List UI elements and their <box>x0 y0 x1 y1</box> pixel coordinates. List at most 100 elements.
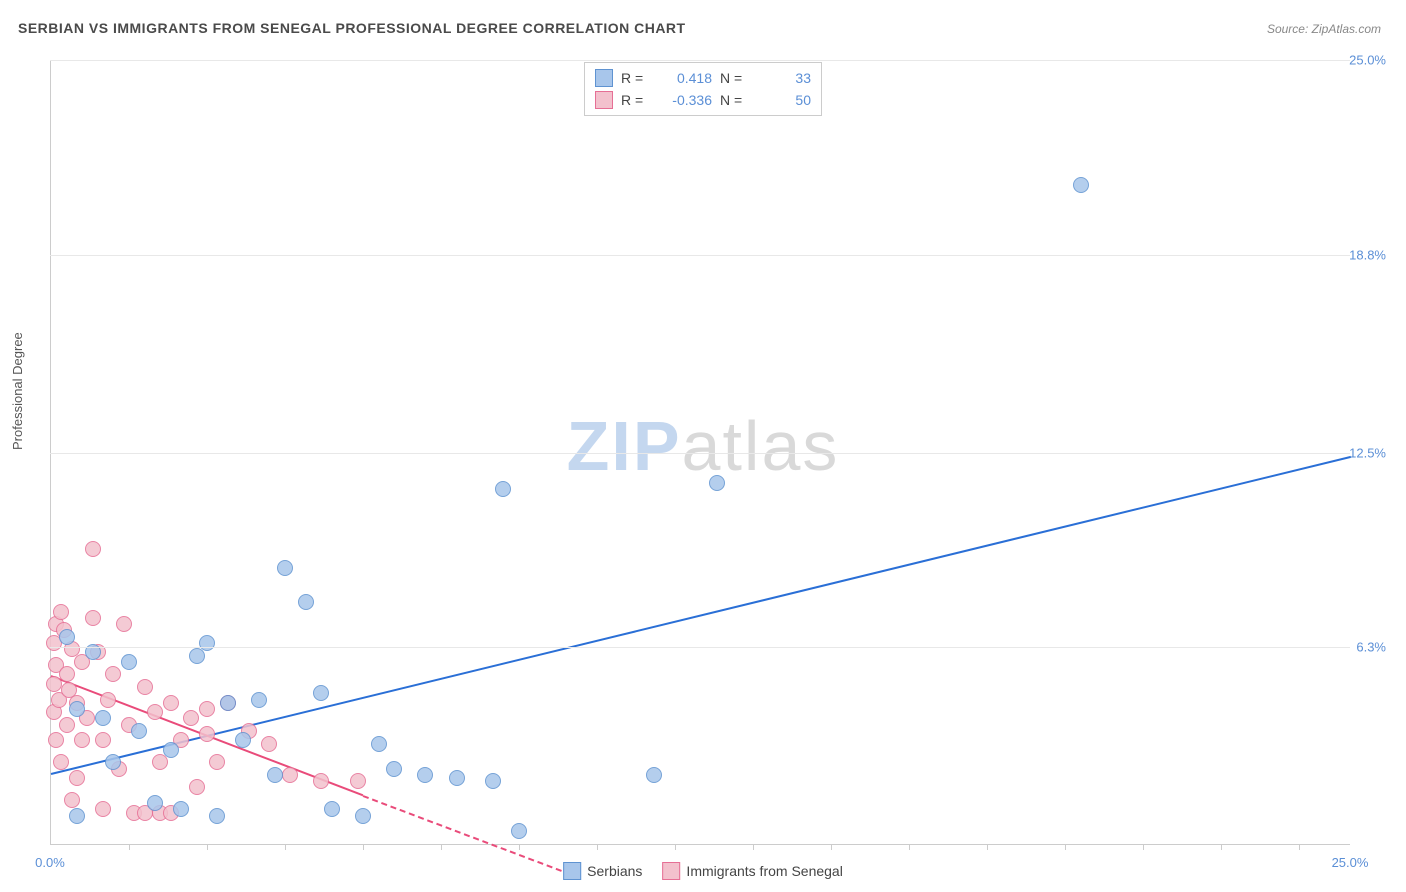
data-point <box>69 701 85 717</box>
legend-r-value: -0.336 <box>657 92 712 108</box>
data-point <box>324 801 340 817</box>
data-point <box>64 792 80 808</box>
data-point <box>116 616 132 632</box>
data-point <box>251 692 267 708</box>
data-point <box>53 754 69 770</box>
x-tick <box>1299 844 1300 850</box>
legend-item-serbians: Serbians <box>563 862 642 880</box>
data-point <box>59 629 75 645</box>
legend-r-label: R = <box>621 70 649 86</box>
data-point <box>121 654 137 670</box>
x-tick <box>1221 844 1222 850</box>
data-point <box>85 610 101 626</box>
data-point <box>173 801 189 817</box>
grid-line <box>50 453 1350 454</box>
data-point <box>485 773 501 789</box>
data-point <box>511 823 527 839</box>
data-point <box>183 710 199 726</box>
data-point <box>59 666 75 682</box>
data-point <box>199 635 215 651</box>
data-point <box>137 679 153 695</box>
data-point <box>646 767 662 783</box>
data-point <box>189 779 205 795</box>
data-point <box>85 541 101 557</box>
data-point <box>235 732 251 748</box>
data-point <box>313 773 329 789</box>
data-point <box>709 475 725 491</box>
x-tick <box>675 844 676 850</box>
legend-n-label: N = <box>720 92 748 108</box>
data-point <box>386 761 402 777</box>
data-point <box>313 685 329 701</box>
chart-title: SERBIAN VS IMMIGRANTS FROM SENEGAL PROFE… <box>18 20 686 36</box>
x-tick <box>987 844 988 850</box>
legend-correlation: R = 0.418 N = 33 R = -0.336 N = 50 <box>584 62 822 116</box>
data-point <box>449 770 465 786</box>
legend-r-label: R = <box>621 92 649 108</box>
data-point <box>69 808 85 824</box>
x-tick-label: 0.0% <box>35 855 65 870</box>
trend-line <box>363 795 572 875</box>
x-tick <box>753 844 754 850</box>
data-point <box>147 704 163 720</box>
grid-line <box>50 255 1350 256</box>
data-point <box>95 732 111 748</box>
legend-n-label: N = <box>720 70 748 86</box>
data-point <box>495 481 511 497</box>
data-point <box>95 801 111 817</box>
source-label: Source: ZipAtlas.com <box>1267 22 1381 36</box>
data-point <box>163 695 179 711</box>
swatch-icon <box>595 69 613 87</box>
data-point <box>277 560 293 576</box>
y-tick-label: 12.5% <box>1349 445 1386 460</box>
swatch-icon <box>595 91 613 109</box>
x-tick <box>363 844 364 850</box>
data-point <box>350 773 366 789</box>
legend-label: Immigrants from Senegal <box>686 863 842 879</box>
x-tick <box>1065 844 1066 850</box>
data-point <box>209 808 225 824</box>
x-tick <box>129 844 130 850</box>
data-point <box>417 767 433 783</box>
data-point <box>69 770 85 786</box>
data-point <box>48 732 64 748</box>
data-point <box>147 795 163 811</box>
data-point <box>1073 177 1089 193</box>
legend-n-value: 33 <box>756 70 811 86</box>
x-tick-label: 25.0% <box>1332 855 1369 870</box>
data-point <box>131 723 147 739</box>
y-tick-label: 25.0% <box>1349 53 1386 68</box>
y-tick-label: 18.8% <box>1349 247 1386 262</box>
legend-row-senegal: R = -0.336 N = 50 <box>595 89 811 111</box>
data-point <box>163 742 179 758</box>
swatch-icon <box>662 862 680 880</box>
data-point <box>53 604 69 620</box>
data-point <box>298 594 314 610</box>
x-tick <box>441 844 442 850</box>
swatch-icon <box>563 862 581 880</box>
legend-label: Serbians <box>587 863 642 879</box>
x-tick <box>831 844 832 850</box>
data-point <box>105 754 121 770</box>
data-point <box>371 736 387 752</box>
data-point <box>220 695 236 711</box>
data-point <box>74 732 90 748</box>
data-point <box>199 701 215 717</box>
x-tick <box>597 844 598 850</box>
grid-line <box>50 647 1350 648</box>
legend-row-serbians: R = 0.418 N = 33 <box>595 67 811 89</box>
data-point <box>100 692 116 708</box>
data-point <box>282 767 298 783</box>
legend-n-value: 50 <box>756 92 811 108</box>
y-axis-label: Professional Degree <box>10 332 25 450</box>
data-point <box>95 710 111 726</box>
x-tick <box>1143 844 1144 850</box>
data-point <box>261 736 277 752</box>
x-tick <box>207 844 208 850</box>
data-point <box>199 726 215 742</box>
data-point <box>267 767 283 783</box>
x-tick <box>909 844 910 850</box>
legend-item-senegal: Immigrants from Senegal <box>662 862 842 880</box>
data-point <box>355 808 371 824</box>
data-point <box>105 666 121 682</box>
